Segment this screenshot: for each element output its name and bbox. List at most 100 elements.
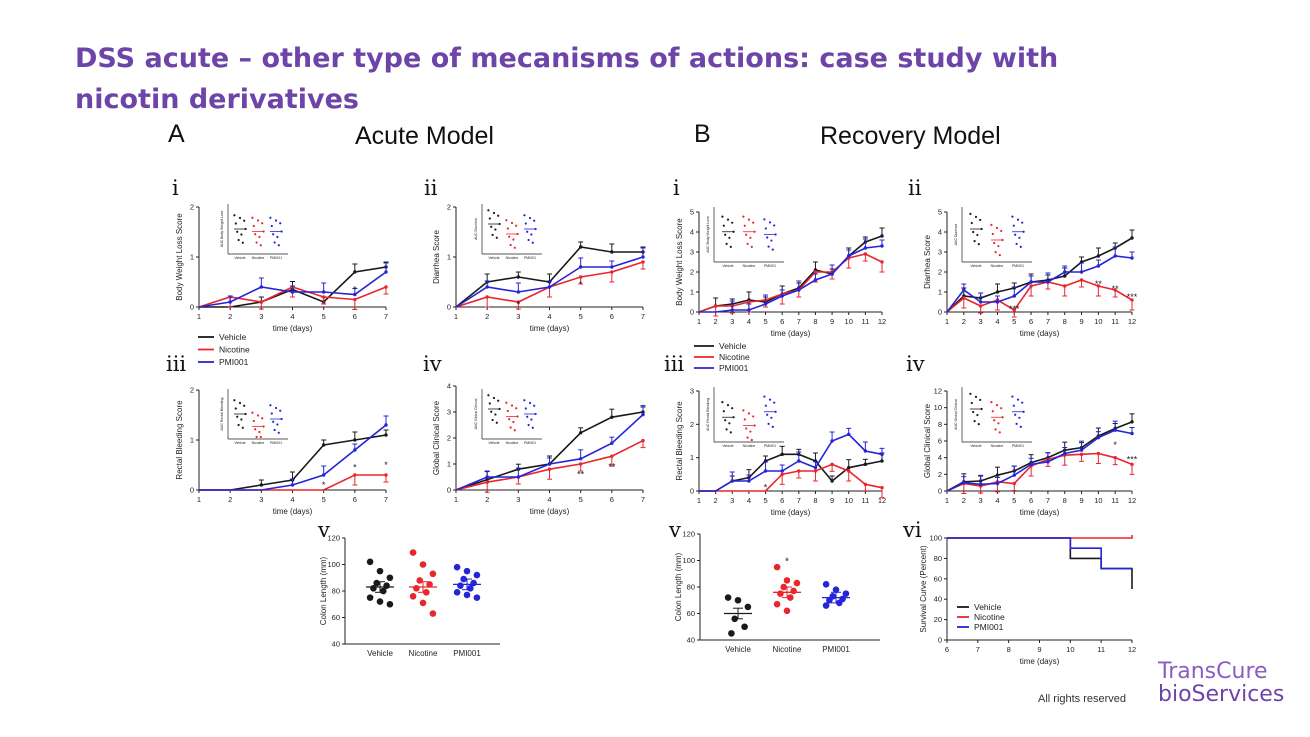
recovery-survival-y-axis-label: Survival Curve (Percent) <box>919 545 928 632</box>
recovery-diarrhea-point-nicotine <box>1012 308 1016 312</box>
recovery-colon-chart: 40 60 80 100 120 Colon Length (mm) Vehicle Nico… <box>674 530 880 654</box>
acute-diarrhea-x-tick-label: 7 <box>641 312 645 321</box>
acute-diarrhea-inset-dot-pmi001 <box>533 219 536 222</box>
recovery-global-inset-dot-pmi001 <box>1021 401 1024 404</box>
recovery-weight-inset-dot-vehicle <box>731 221 734 224</box>
recovery-diarrhea-y-tick-label: 1 <box>938 288 942 297</box>
recovery-weight-inset-dot-vehicle <box>722 224 725 227</box>
acute-weight-inset-dot-nicotine <box>256 219 260 222</box>
acute-bleeding-inset-dot-pmi001 <box>277 431 280 434</box>
recovery-weight-x-tick-label: 6 <box>780 317 784 326</box>
acute-diarrhea-inset-y-label: AUC Diarrhea <box>474 218 478 240</box>
recovery-global-inset-dot-pmi001 <box>1018 416 1021 419</box>
acute-weight-point-nicotine <box>353 297 357 302</box>
recovery-weight-point-pmi001 <box>813 278 818 282</box>
acute-global-inset-dot-pmi001 <box>531 426 534 429</box>
recovery-diarrhea-point-pmi001 <box>995 300 1000 304</box>
acute-diarrhea-inset-x-label: PMI001 <box>524 256 536 260</box>
acute-weight-x-axis-label: time (days) <box>273 324 313 333</box>
acute-bleeding-point-nicotine <box>384 473 388 477</box>
acute-diarrhea-point-pmi001 <box>610 265 614 269</box>
acute-weight-point-pmi001 <box>290 290 295 294</box>
acute-diarrhea-inset-dot-pmi001 <box>524 222 527 225</box>
acute-colon-dot-pmi001 <box>463 567 471 575</box>
recovery-sublabel-ii: ii <box>908 176 922 200</box>
acute-diarrhea-x-tick-label: 1 <box>454 312 458 321</box>
acute-diarrhea-y-tick-label: 1 <box>447 253 451 262</box>
recovery-diarrhea-inset-dot-pmi001 <box>1019 245 1022 248</box>
recovery-global-point-pmi001 <box>962 480 966 485</box>
recovery-weight-y-tick-label: 1 <box>690 288 694 297</box>
acute-global-inset-dot-nicotine <box>505 401 508 404</box>
recovery-diarrhea-point-pmi001 <box>978 300 983 304</box>
acute-diarrhea-point-vehicle <box>578 245 583 249</box>
recovery-global-inset-dot-nicotine <box>993 419 996 422</box>
recovery-diarrhea-x-tick-label: 11 <box>1111 317 1119 326</box>
recovery-bleeding-point-pmi001 <box>813 465 818 470</box>
recovery-bleeding-point-vehicle <box>863 462 868 467</box>
recovery-global-point-pmi001 <box>1130 431 1134 436</box>
recovery-colon-dot-vehicle <box>724 594 732 601</box>
acute-bleeding-inset-dot-vehicle <box>240 418 243 421</box>
acute-global-inset-dot-nicotine <box>513 429 516 432</box>
recovery-bleeding-inset-dot-pmi001 <box>766 413 769 416</box>
recovery-weight-point-pmi001 <box>730 308 734 312</box>
recovery-diarrhea-x-axis-label: time (days) <box>1020 329 1060 338</box>
acute-diarrhea-inset-dot-pmi001 <box>523 214 526 217</box>
recovery-survival-series-pmi001 <box>947 537 1132 570</box>
recovery-weight-inset-dot-pmi001 <box>764 227 767 230</box>
acute-bleeding-point-vehicle <box>353 438 357 442</box>
acute-global-inset-x-label: Vehicle <box>488 441 499 445</box>
recovery-colon-dot-nicotine <box>773 563 781 571</box>
acute-diarrhea-inset-dot-pmi001 <box>530 233 533 236</box>
recovery-bleeding-inset-dot-nicotine <box>742 409 745 412</box>
recovery-global-point-nicotine <box>1096 451 1101 456</box>
recovery-weight-point-vehicle <box>880 234 884 238</box>
acute-diarrhea-inset-dot-pmi001 <box>528 216 532 220</box>
recovery-diarrhea-point-vehicle <box>995 290 1000 294</box>
recovery-global-inset-dot-nicotine <box>1000 407 1003 410</box>
acute-bleeding-point-pmi001 <box>290 483 295 487</box>
recovery-diarrhea-inset-dot-vehicle <box>974 215 978 218</box>
acute-weight-inset-x-label: Vehicle <box>234 256 245 260</box>
acute-weight-x-tick-label: 2 <box>228 312 232 321</box>
recovery-diarrhea-inset-dot-vehicle <box>972 230 975 234</box>
recovery-bleeding-point-nicotine <box>880 485 884 490</box>
acute-global-significance-mark: ** <box>577 469 585 479</box>
acute-diarrhea-y-axis-label: Diarrhea Score <box>432 230 441 284</box>
recovery-global-point-nicotine <box>1113 455 1117 460</box>
acute-weight-y-tick-label: 2 <box>190 203 194 212</box>
recovery-diarrhea-inset-x-label: Vehicle <box>970 264 981 268</box>
recovery-diarrhea-inset-dot-nicotine <box>1000 229 1003 233</box>
acute-bleeding-inset-dot-nicotine <box>252 419 255 423</box>
recovery-diarrhea-inset-dot-pmi001 <box>1018 236 1021 239</box>
acute-legend-label-pmi001: PMI001 <box>219 357 249 367</box>
recovery-bleeding-series-pmi001 <box>699 433 883 492</box>
recovery-bleeding-inset-dot-nicotine <box>745 427 748 430</box>
acute-diarrhea-inset-dot-nicotine <box>515 224 518 227</box>
acute-colon-dot-pmi001 <box>473 594 481 601</box>
recovery-global-inset-dot-vehicle <box>972 410 975 414</box>
recovery-bleeding-inset-dot-pmi001 <box>768 398 772 401</box>
acute-colon-chart: 40 60 80 100 120 Colon Length (mm) Vehicle Nico… <box>319 534 500 658</box>
acute-bleeding-inset-dot-pmi001 <box>273 428 276 432</box>
acute-global-inset-x-label: Nicotine <box>506 441 519 445</box>
acute-colon-dot-nicotine <box>426 581 433 588</box>
recovery-bleeding-y-axis-label: Rectal Bleeding Score <box>675 401 684 481</box>
acute-global-y-tick-label: 0 <box>447 486 451 495</box>
acute-global-inset-dot-pmi001 <box>528 401 532 405</box>
recovery-global-y-tick-label: 12 <box>934 387 942 396</box>
recovery-global-y-tick-label: 10 <box>934 403 942 412</box>
recovery-weight-inset-dot-vehicle <box>724 233 727 236</box>
recovery-global-x-tick-label: 4 <box>995 496 999 505</box>
recovery-survival-x-tick-label: 12 <box>1128 645 1136 654</box>
recovery-bleeding-point-pmi001 <box>780 469 784 473</box>
acute-diarrhea-inset-dot-pmi001 <box>527 238 530 242</box>
acute-weight-inset-dot-vehicle <box>237 238 240 242</box>
acute-diarrhea-point-nicotine <box>485 295 489 299</box>
recovery-diarrhea-y-tick-label: 4 <box>938 228 942 237</box>
recovery-diarrhea-inset-dot-nicotine <box>993 241 996 245</box>
acute-weight-x-tick-label: 1 <box>197 312 201 321</box>
recovery-global-inset-y-label: AUC Global Clinical <box>954 399 958 430</box>
